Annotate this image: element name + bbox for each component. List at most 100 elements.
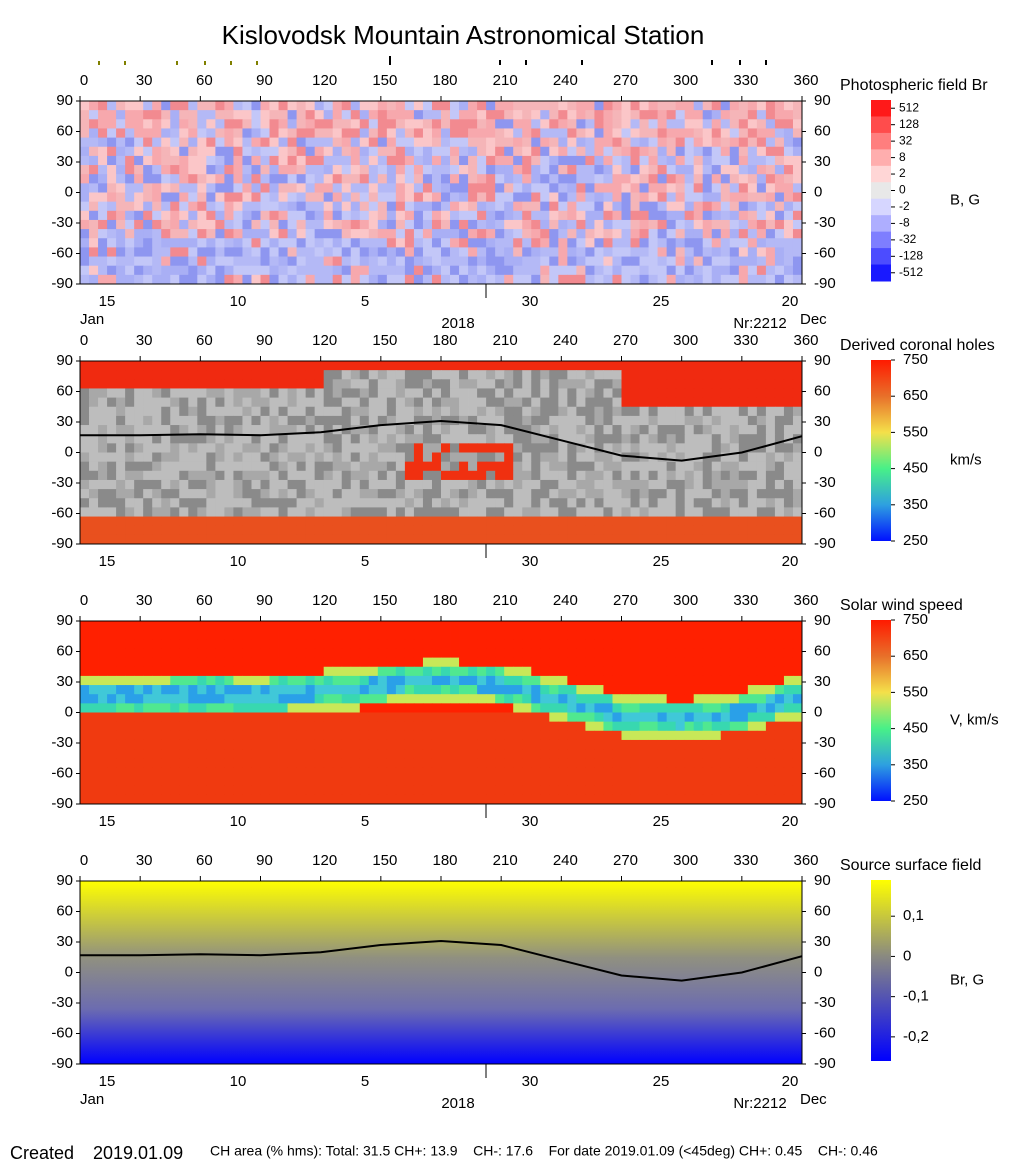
map-cell xyxy=(684,238,695,248)
map-cell xyxy=(630,767,640,777)
map-cell xyxy=(422,274,433,285)
map-cell xyxy=(729,434,740,444)
map-cell xyxy=(251,183,261,193)
map-cell xyxy=(693,703,704,713)
map-cell xyxy=(161,666,171,677)
map-cell xyxy=(125,247,135,257)
map-cell xyxy=(585,201,595,212)
map-cell xyxy=(188,434,198,444)
map-cell xyxy=(657,507,668,517)
map-cell xyxy=(486,479,496,490)
map-cell xyxy=(422,758,433,768)
map-cell xyxy=(522,201,532,212)
map-cell xyxy=(422,534,433,545)
map-cell xyxy=(332,397,343,408)
map-cell xyxy=(260,648,270,658)
map-cell xyxy=(422,749,433,759)
map-cell xyxy=(161,498,171,508)
map-cell xyxy=(783,685,794,695)
map-cell xyxy=(522,119,532,129)
map-cell xyxy=(693,388,704,398)
map-cell xyxy=(603,534,613,545)
map-cell xyxy=(630,479,640,490)
map-cell xyxy=(675,110,686,120)
map-cell xyxy=(702,794,713,805)
map-cell xyxy=(98,174,108,184)
map-cell xyxy=(513,712,523,723)
map-cell xyxy=(260,165,270,175)
map-cell xyxy=(603,379,613,389)
map-cell xyxy=(422,685,433,695)
map-cell xyxy=(332,174,343,184)
map-cell xyxy=(242,183,252,193)
map-cell xyxy=(621,721,631,732)
map-cell xyxy=(278,767,288,777)
map-cell xyxy=(431,192,442,203)
map-cell xyxy=(621,785,631,796)
map-cell xyxy=(422,721,433,732)
map-cell xyxy=(639,434,649,444)
map-cell xyxy=(756,452,767,463)
map-cell xyxy=(495,621,505,631)
map-cell xyxy=(107,388,117,398)
map-cell xyxy=(395,174,406,184)
map-cell xyxy=(89,415,99,426)
map-cell xyxy=(341,119,352,129)
map-cell xyxy=(296,516,307,527)
map-cell xyxy=(332,183,343,193)
map-cell xyxy=(756,739,767,750)
map-cell xyxy=(792,758,803,768)
map-cell xyxy=(711,785,722,796)
map-cell xyxy=(107,165,117,175)
map-cell xyxy=(395,137,406,148)
map-cell xyxy=(513,479,523,490)
map-cell xyxy=(612,739,622,750)
map-cell xyxy=(161,406,171,417)
map-cell xyxy=(594,749,604,759)
x-tick-label: 60 xyxy=(196,592,213,609)
map-cell xyxy=(251,498,261,508)
map-cell xyxy=(513,155,523,166)
map-cell xyxy=(504,630,514,640)
map-cell xyxy=(143,794,153,805)
map-cell xyxy=(125,507,135,517)
map-cell xyxy=(450,794,460,805)
map-cell xyxy=(404,434,415,444)
map-cell xyxy=(459,183,469,193)
map-cell xyxy=(684,210,695,221)
map-cell xyxy=(585,525,595,536)
map-cell xyxy=(116,238,126,248)
map-cell xyxy=(296,247,307,257)
map-cell xyxy=(134,101,144,111)
map-cell xyxy=(621,388,631,398)
date-label: 25 xyxy=(653,553,670,570)
map-cell xyxy=(215,128,225,138)
map-cell xyxy=(711,712,722,723)
map-cell xyxy=(296,128,307,138)
map-cell xyxy=(251,749,261,759)
map-cell xyxy=(594,265,604,276)
map-cell xyxy=(720,470,731,481)
map-cell xyxy=(684,174,695,184)
map-cell xyxy=(711,247,722,257)
map-cell xyxy=(513,785,523,796)
map-cell xyxy=(197,749,207,759)
map-cell xyxy=(395,758,406,768)
map-cell xyxy=(431,443,442,453)
map-cell xyxy=(170,721,180,732)
map-cell xyxy=(179,370,189,380)
map-cell xyxy=(287,776,298,787)
map-cell xyxy=(738,183,749,193)
map-cell xyxy=(413,739,424,750)
map-cell xyxy=(639,694,649,704)
map-cell xyxy=(404,265,415,276)
map-cell xyxy=(224,730,234,741)
map-cell xyxy=(152,470,162,481)
map-cell xyxy=(305,247,316,257)
map-cell xyxy=(188,155,198,166)
x-tick-label: 150 xyxy=(372,332,397,349)
map-cell xyxy=(531,388,541,398)
map-cell xyxy=(477,388,487,398)
map-cell xyxy=(350,758,361,768)
map-cell xyxy=(386,785,397,796)
